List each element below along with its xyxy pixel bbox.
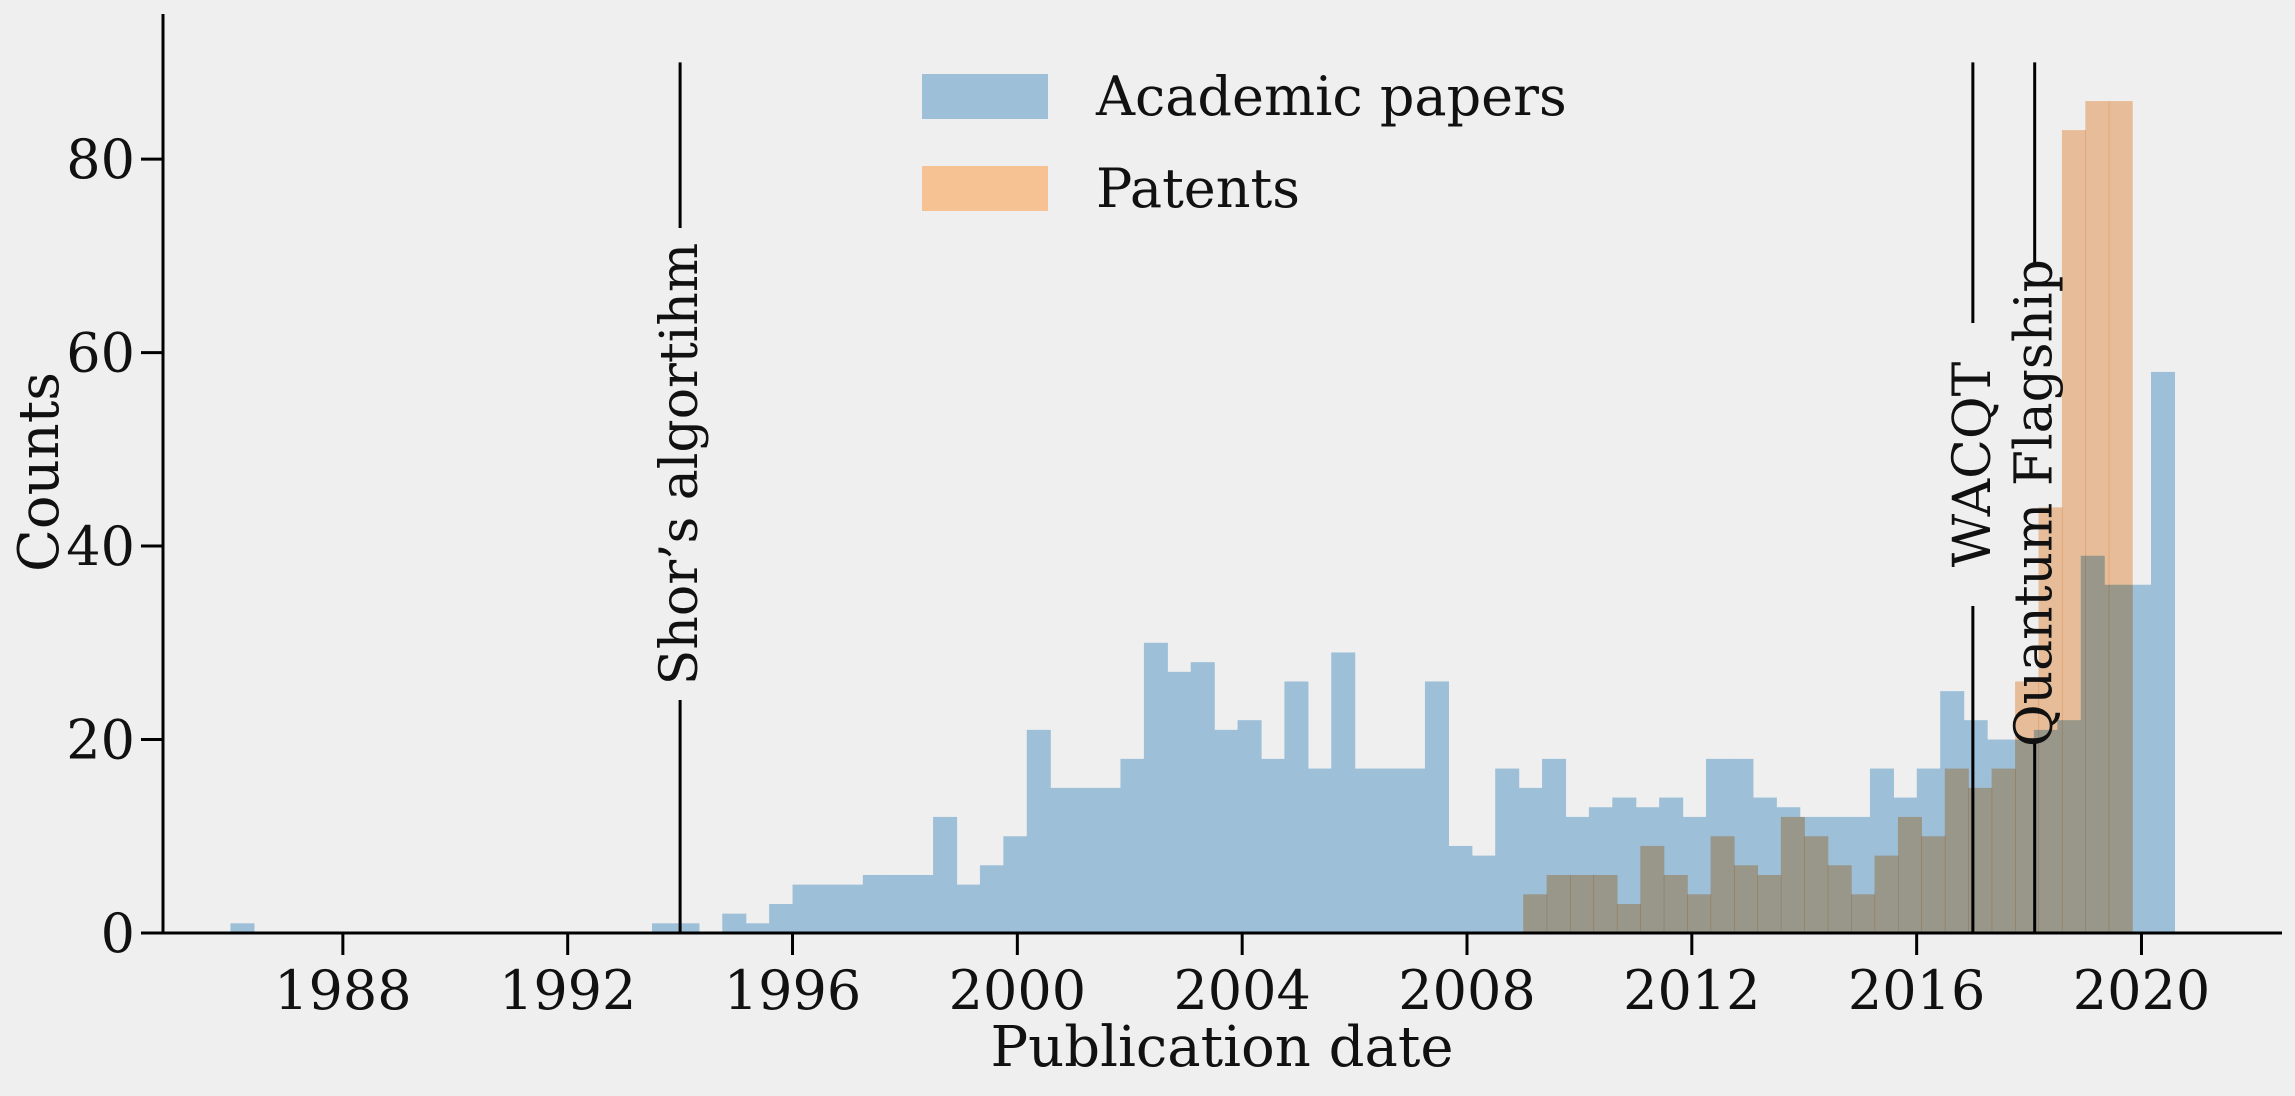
x-tick-label: 1992 (499, 959, 636, 1022)
y-tick-label: 80 (66, 128, 135, 191)
academic-bar (1331, 652, 1356, 933)
academic-bar (1050, 787, 1075, 933)
academic-bar (1354, 768, 1379, 933)
x-tick-label: 2008 (1398, 959, 1535, 1022)
academic-bar (862, 874, 887, 933)
patents-bar (1780, 816, 1805, 933)
patents-bar (1570, 874, 1595, 933)
axes-layer (161, 14, 2282, 935)
academic-bar (979, 865, 1004, 933)
legend-swatch-patents (922, 166, 1048, 211)
events-layer: Shor’s algortihm WACQT Quantum Flagship (650, 62, 2065, 933)
x-tick-label: 1996 (724, 959, 861, 1022)
academic-bar (652, 923, 677, 933)
academic-bar (2151, 371, 2176, 933)
patents-bar (1921, 836, 1946, 933)
academic-bar (792, 884, 817, 933)
patents-bar (1616, 903, 1641, 933)
patents-bar (1827, 865, 1852, 933)
legend-swatch-academic (922, 74, 1048, 119)
academic-bar (1190, 662, 1215, 933)
academic-bar (1424, 681, 1449, 933)
patents-bar (2061, 130, 2086, 933)
ticks-layer: 1988 1992 1996 2000 2004 2008 2012 2016 2020 0 20 4… (66, 128, 2210, 1022)
patents-bar (1546, 874, 1571, 933)
legend-label-patents: Patents (1096, 157, 1300, 220)
academic-bar (1097, 787, 1122, 933)
academic-bar (722, 913, 747, 933)
x-tick-label: 1988 (274, 959, 411, 1022)
academic-bar (1260, 758, 1286, 933)
event-label: Quantum Flagship (2005, 259, 2065, 747)
legend: Academic papers Patents (922, 65, 1567, 220)
patents-bar (1804, 836, 1829, 933)
academic-bar (1495, 768, 1520, 933)
patents-bar (1897, 816, 1922, 933)
patents-bar (1710, 836, 1735, 933)
academic-bar (933, 816, 958, 933)
patents-bar (1851, 894, 1876, 933)
academic-bar (1026, 729, 1051, 933)
academic-bar (675, 923, 700, 933)
academic-bar (1378, 768, 1403, 933)
academic-bar (1167, 671, 1192, 933)
academic-bar (815, 884, 840, 933)
patents-bar (1593, 874, 1618, 933)
legend-label-academic: Academic papers (1095, 65, 1567, 128)
x-tick-label: 2000 (949, 959, 1086, 1022)
academic-bar (1214, 729, 1239, 933)
academic-bar (1471, 855, 1496, 933)
academic-bar (230, 923, 255, 933)
patents-bar (1944, 768, 1969, 933)
x-axis-label: Publication date (990, 1015, 1453, 1080)
academic-bar (1003, 836, 1028, 933)
patents-bar (2108, 101, 2133, 933)
patents-bar (1734, 865, 1759, 933)
academic-bar (769, 903, 794, 933)
x-tick-label: 2012 (1623, 959, 1760, 1022)
academic-bar (1401, 768, 1426, 933)
patents-bar (2085, 101, 2110, 933)
x-tick-label: 2020 (2073, 959, 2210, 1022)
academic-bar (1143, 642, 1168, 933)
y-axis-label: Counts (7, 372, 72, 572)
academic-bar (956, 884, 981, 933)
event-label: WACQT (1943, 361, 2003, 567)
patents-bar (2038, 507, 2063, 933)
academic-bar (1073, 787, 1098, 933)
academic-bar (839, 884, 864, 933)
patents-bar (1523, 894, 1548, 933)
patents-bar (1874, 855, 1899, 933)
y-tick-label: 0 (101, 902, 135, 965)
academic-bar (886, 874, 911, 933)
patents-bar (1687, 894, 1712, 933)
event-label: Shor’s algortihm (650, 243, 710, 685)
patents-bar (1757, 874, 1782, 933)
patents-bar (1991, 768, 2016, 933)
bars-layer (230, 101, 2176, 933)
y-tick-label: 40 (66, 515, 135, 578)
patents-bar (1663, 874, 1688, 933)
academic-bar (1284, 681, 1309, 933)
academic-bar (1120, 758, 1145, 933)
x-tick-label: 2004 (1173, 959, 1310, 1022)
y-tick-label: 20 (66, 709, 135, 772)
academic-bar (1307, 768, 1332, 933)
y-tick-label: 60 (66, 322, 135, 385)
academic-bar (745, 923, 770, 933)
x-tick-label: 2016 (1848, 959, 1985, 1022)
academic-bar (1237, 720, 1262, 933)
patents-bar (1640, 845, 1665, 933)
academic-bar (909, 874, 934, 933)
academic-bar (1448, 845, 1473, 933)
